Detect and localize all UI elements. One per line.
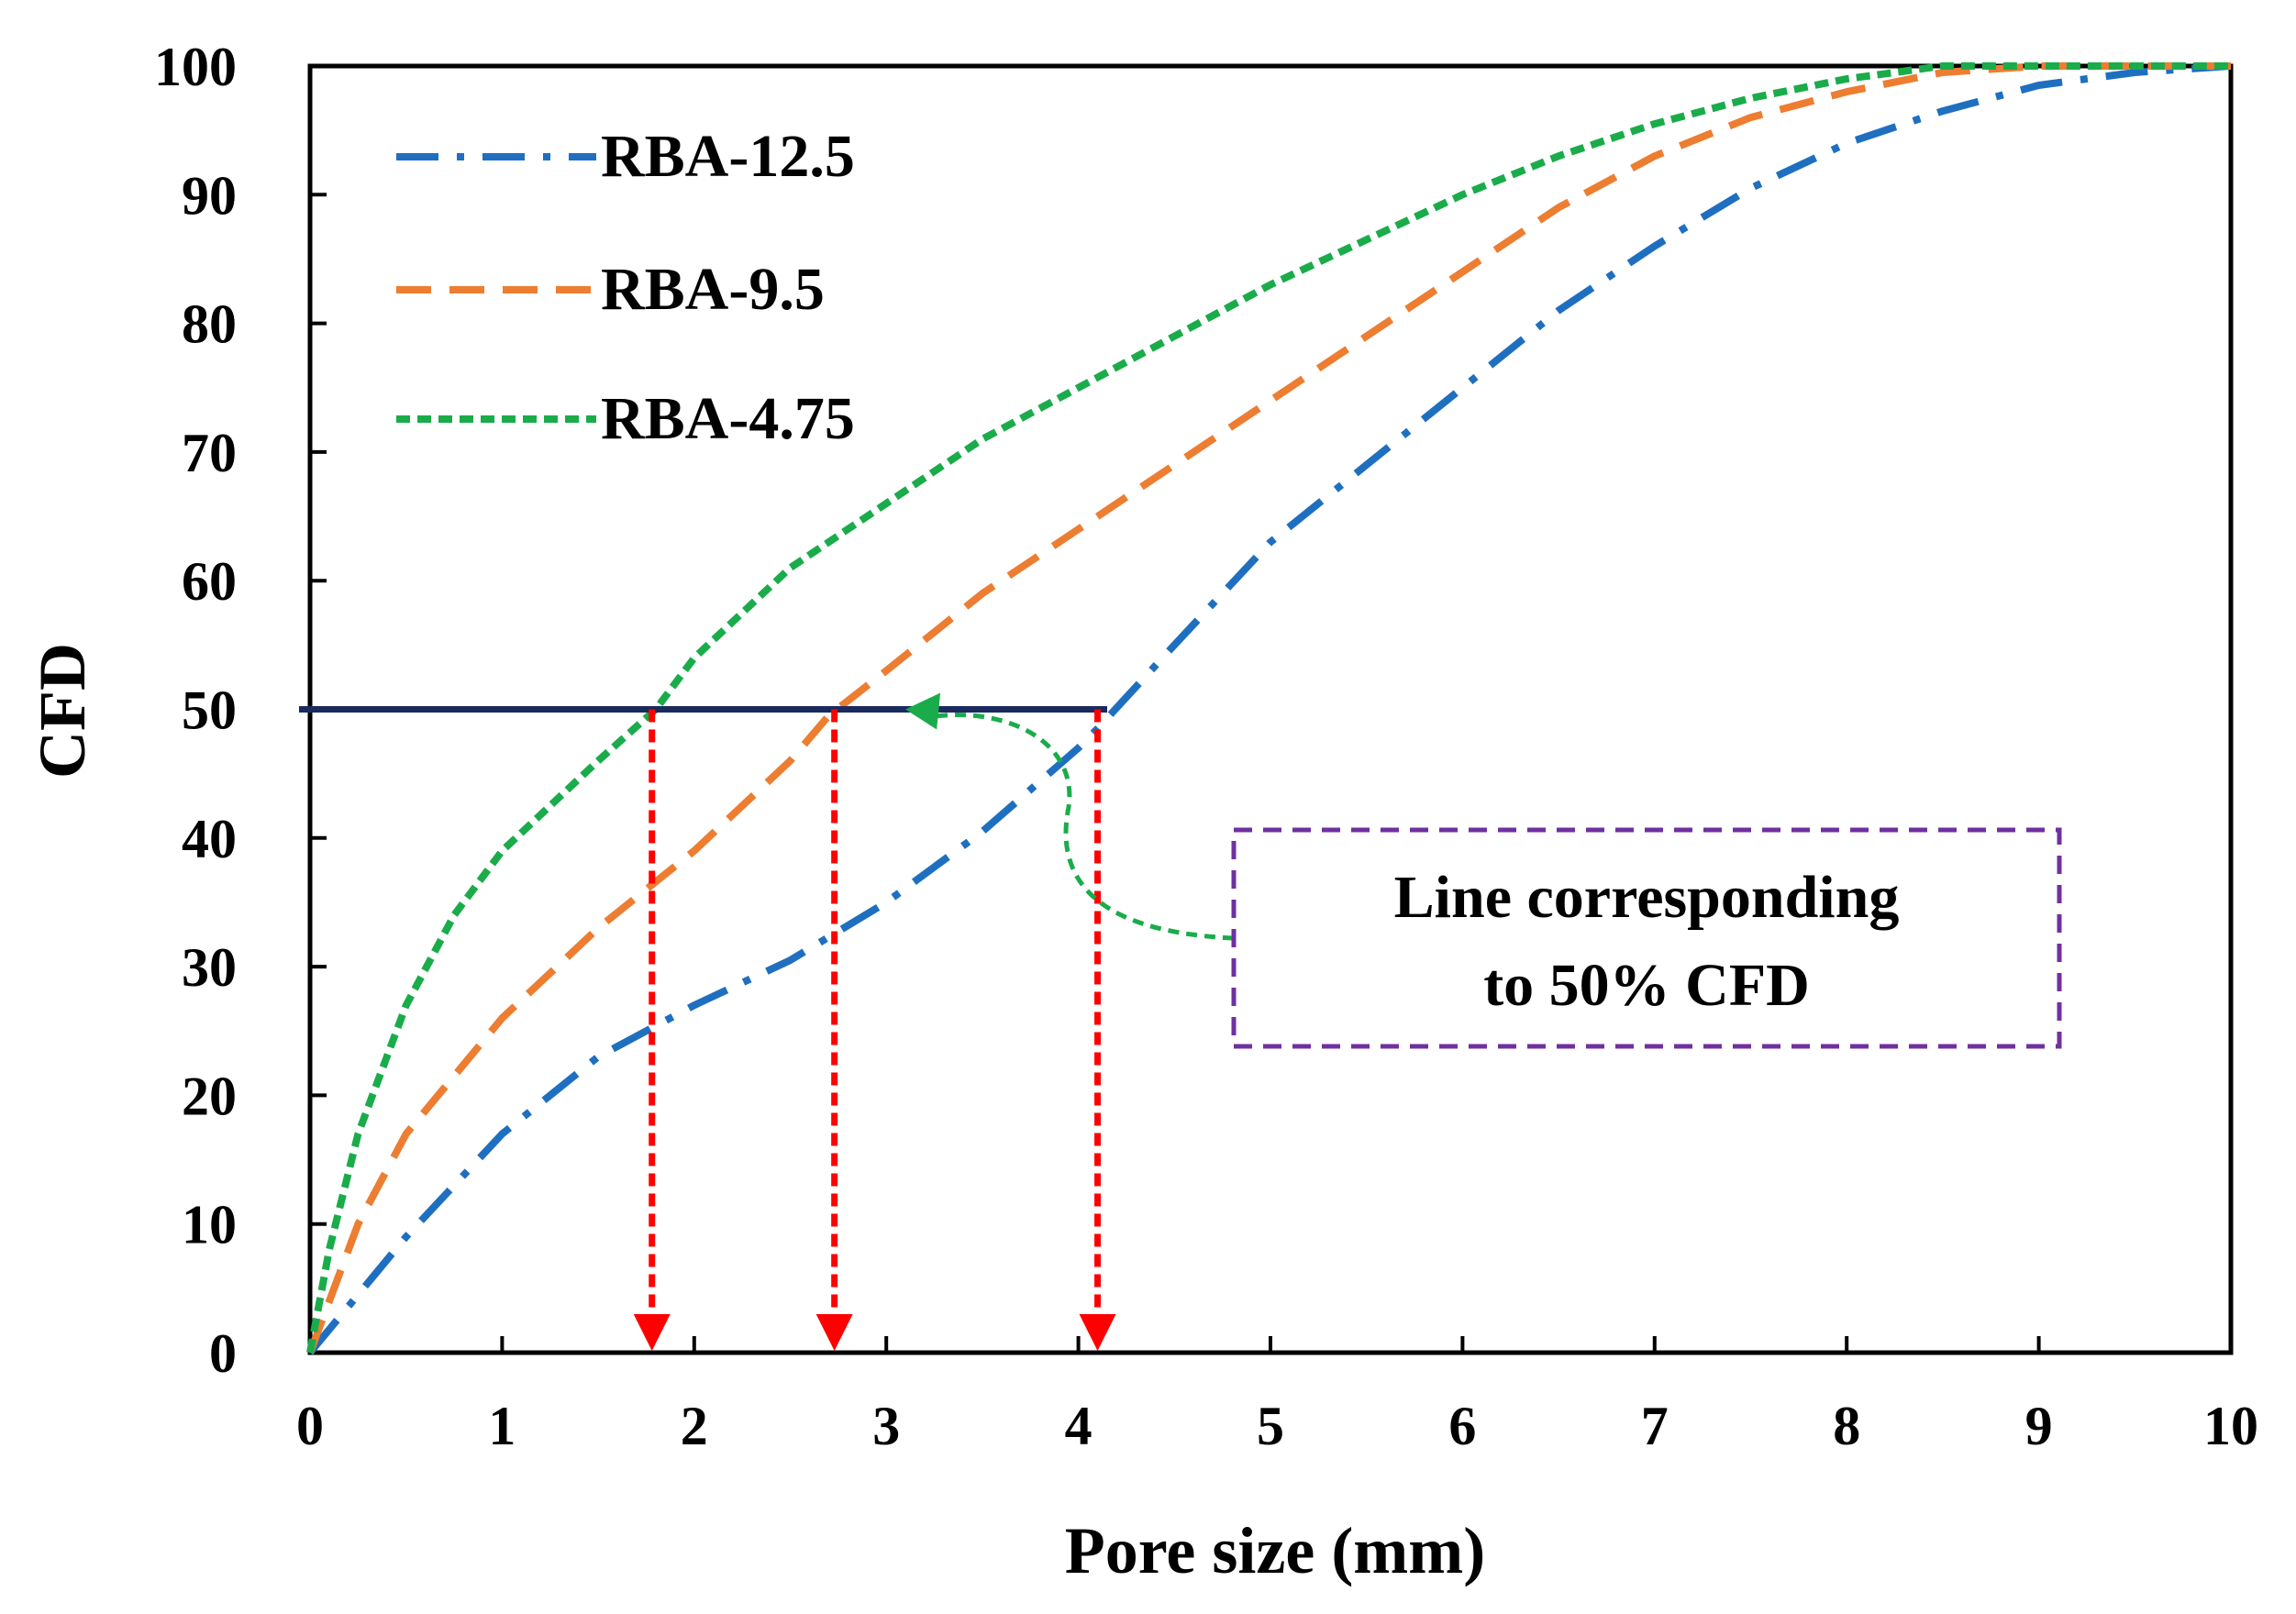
- x-tick-label: 10: [2203, 1396, 2258, 1456]
- y-tick-label: 60: [182, 551, 237, 612]
- annotation-line-1: Line corresponding: [1394, 864, 1900, 931]
- y-tick-label: 10: [182, 1195, 237, 1255]
- annotation-line-2: to 50% CFD: [1483, 952, 1810, 1019]
- y-tick-label: 90: [182, 165, 237, 226]
- y-tick-label: 0: [209, 1323, 237, 1384]
- legend: RBA-12.5 RBA-9.5 RBA-4.75: [396, 123, 855, 452]
- legend-label-rba-9-5: RBA-9.5: [601, 256, 825, 323]
- x-axis-title: Pore size (mm): [1065, 1514, 1485, 1587]
- annotation-pointer: [930, 713, 1235, 941]
- drop-arrowhead-2: [815, 1314, 853, 1351]
- x-tick-label: 8: [1833, 1396, 1860, 1456]
- y-tick-label: 20: [182, 1066, 237, 1126]
- annotation-box: Line corresponding to 50% CFD: [1231, 827, 2062, 1049]
- x-tick-label: 7: [1641, 1396, 1669, 1456]
- x-tick-label: 0: [296, 1396, 324, 1456]
- drop-arrowhead-3: [1079, 1314, 1116, 1351]
- y-tick-label: 100: [154, 37, 237, 97]
- x-tick-label: 5: [1257, 1396, 1284, 1456]
- y-tick-label: 30: [182, 937, 237, 998]
- x-tick-label: 1: [488, 1396, 516, 1456]
- y-tick-label: 50: [182, 680, 237, 741]
- legend-label-rba-4-75: RBA-4.75: [601, 385, 855, 452]
- y-axis: 0 10 20 30 40 50 60 70 80 90 100: [154, 37, 327, 1384]
- annotation-arrowhead: [905, 692, 941, 730]
- y-tick-label: 40: [182, 809, 237, 869]
- x-tick-label: 6: [1448, 1396, 1476, 1456]
- annotation-group: [299, 692, 1235, 1351]
- y-axis-title: CFD: [26, 643, 99, 779]
- x-tick-label: 9: [2025, 1396, 2053, 1456]
- annotation-frame: [1231, 827, 2062, 1049]
- x-tick-label: 4: [1065, 1396, 1093, 1456]
- y-tick-label: 80: [182, 294, 237, 355]
- x-tick-label: 2: [681, 1396, 708, 1456]
- x-axis: 0 1 2 3 4 5 6 7 8 9 10: [296, 1336, 2258, 1456]
- y-tick-label: 70: [182, 423, 237, 483]
- series-line-rba-4-75: [306, 62, 2231, 1354]
- legend-label-rba-12-5: RBA-12.5: [601, 123, 855, 190]
- x-tick-label: 3: [872, 1396, 900, 1456]
- series-group: [306, 62, 2232, 1355]
- series-line-rba-12-5: [306, 62, 2232, 1355]
- drop-arrowhead-1: [633, 1314, 671, 1351]
